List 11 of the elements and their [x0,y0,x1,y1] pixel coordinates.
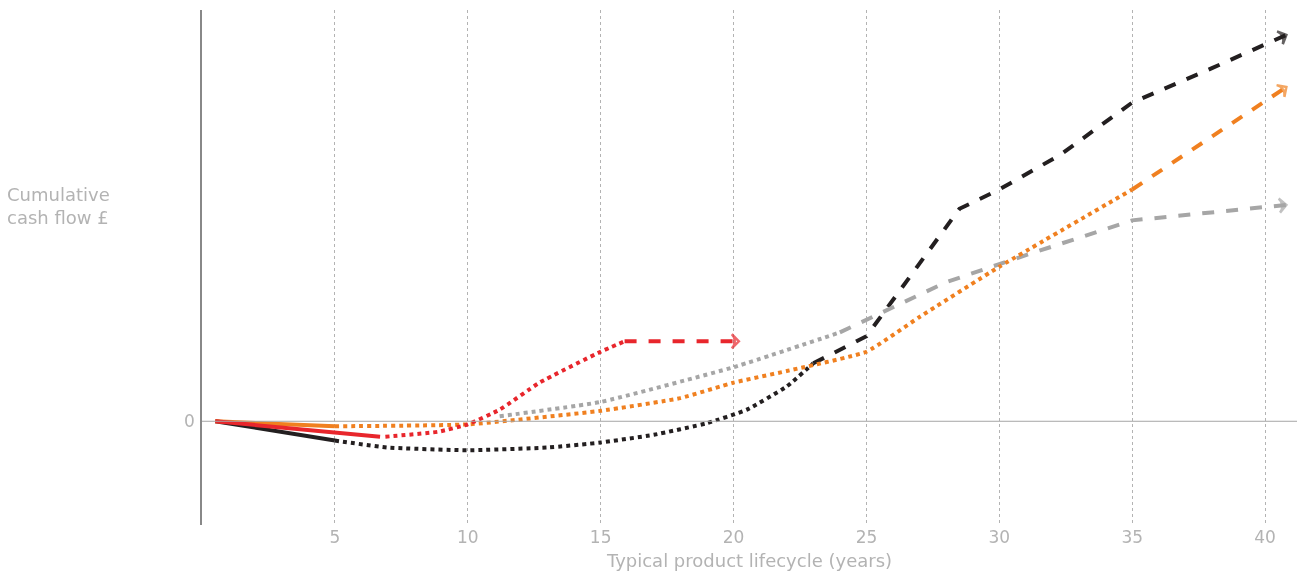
x-tick-label: 35 [1121,527,1144,547]
text: Cumulative cash flow £ [7,184,110,229]
x-tick-label: 5 [329,527,341,547]
x-tick-label: 30 [988,527,1011,547]
x-axis-title: Typical product lifecycle (years) [605,550,893,572]
x-tick-label: 15 [589,527,612,547]
x-tick-label: 25 [855,527,878,547]
x-tick-label: 40 [1254,527,1276,547]
x-tick-label: 20 [722,527,745,547]
ref-line-label: 0 [184,411,195,431]
x-tick-label: 10 [456,527,479,547]
